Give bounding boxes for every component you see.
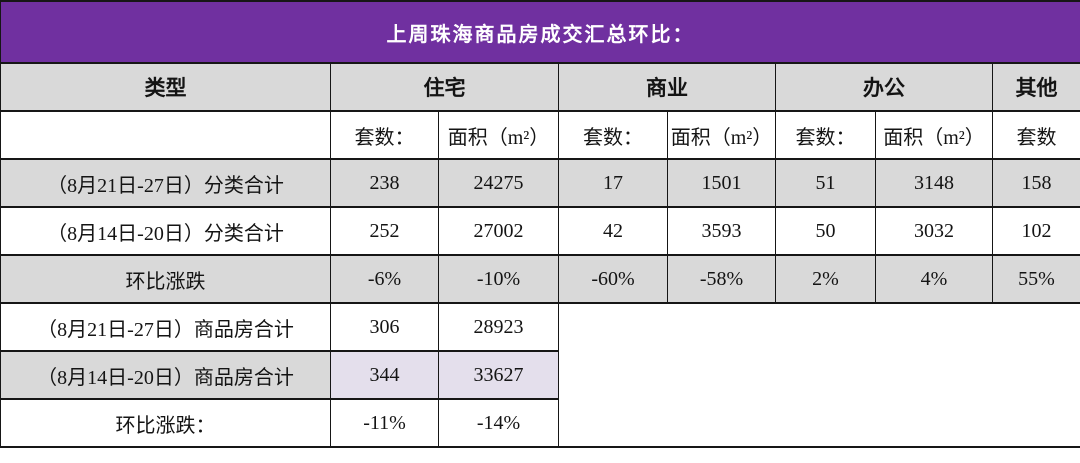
row-label: 环比涨跌： [0,398,331,448]
data-cell: 3148 [875,158,993,208]
group-header-row: 类型 住宅 商业 办公 其他 [0,62,1080,112]
sub-header-office-area: 面积（m²） [875,110,993,160]
data-cell: 28923 [438,302,559,352]
data-cell: -14% [438,398,559,448]
row-label: （8月14日-20日）分类合计 [0,206,331,256]
sub-header-office-units: 套数： [775,110,876,160]
data-cell: 42 [558,206,668,256]
data-cell: 1501 [667,158,776,208]
data-cell: -10% [438,254,559,304]
group-header-office: 办公 [775,62,993,112]
data-cell: 50 [775,206,876,256]
data-cell: 158 [992,158,1080,208]
data-cell: 24275 [438,158,559,208]
data-cell: 3032 [875,206,993,256]
data-cell: 4% [875,254,993,304]
table-row: 环比涨跌： -11% -14% [0,398,1080,448]
data-cell: 238 [330,158,439,208]
data-cell: 306 [330,302,439,352]
table-row: （8月14日-20日）分类合计 252 27002 42 3593 50 303… [0,206,1080,256]
sub-header-commercial-units: 套数： [558,110,668,160]
sub-header-residential-area: 面积（m²） [438,110,559,160]
table-row: 环比涨跌 -6% -10% -60% -58% 2% 4% 55% [0,254,1080,304]
data-cell-highlighted: 33627 [438,350,559,400]
data-cell: 3593 [667,206,776,256]
banner-row: 上周珠海商品房成交汇总环比： [0,0,1080,64]
table-row: （8月14日-20日）商品房合计 344 33627 [0,350,1080,400]
group-header-other: 其他 [992,62,1080,112]
sub-header-other-units: 套数 [992,110,1080,160]
data-cell: 51 [775,158,876,208]
sub-header-empty [0,110,331,160]
data-cell: 102 [992,206,1080,256]
sub-header-row: 套数： 面积（m²） 套数： 面积（m²） 套数： 面积（m²） 套数 [0,110,1080,160]
data-cell: 55% [992,254,1080,304]
page-title: 上周珠海商品房成交汇总环比： [0,0,1080,64]
group-header-commercial: 商业 [558,62,776,112]
row-label: （8月21日-27日）分类合计 [0,158,331,208]
sub-header-commercial-area: 面积（m²） [667,110,776,160]
data-cell: -6% [330,254,439,304]
data-cell: -11% [330,398,439,448]
row-label: （8月14日-20日）商品房合计 [0,350,331,400]
table-row: （8月21日-27日）商品房合计 306 28923 [0,302,1080,448]
empty-area [558,302,1080,448]
group-header-type: 类型 [0,62,331,112]
data-cell: 27002 [438,206,559,256]
group-header-residential: 住宅 [330,62,559,112]
data-cell-highlighted: 344 [330,350,439,400]
summary-table: 上周珠海商品房成交汇总环比： 类型 住宅 商业 办公 其他 套数： 面积（m²）… [0,0,1080,448]
data-cell: 17 [558,158,668,208]
row-label: （8月21日-27日）商品房合计 [0,302,331,352]
row-label: 环比涨跌 [0,254,331,304]
data-cell: -58% [667,254,776,304]
data-cell: 252 [330,206,439,256]
sub-header-residential-units: 套数： [330,110,439,160]
table-row: （8月21日-27日）分类合计 238 24275 17 1501 51 314… [0,158,1080,208]
data-cell: -60% [558,254,668,304]
data-cell: 2% [775,254,876,304]
